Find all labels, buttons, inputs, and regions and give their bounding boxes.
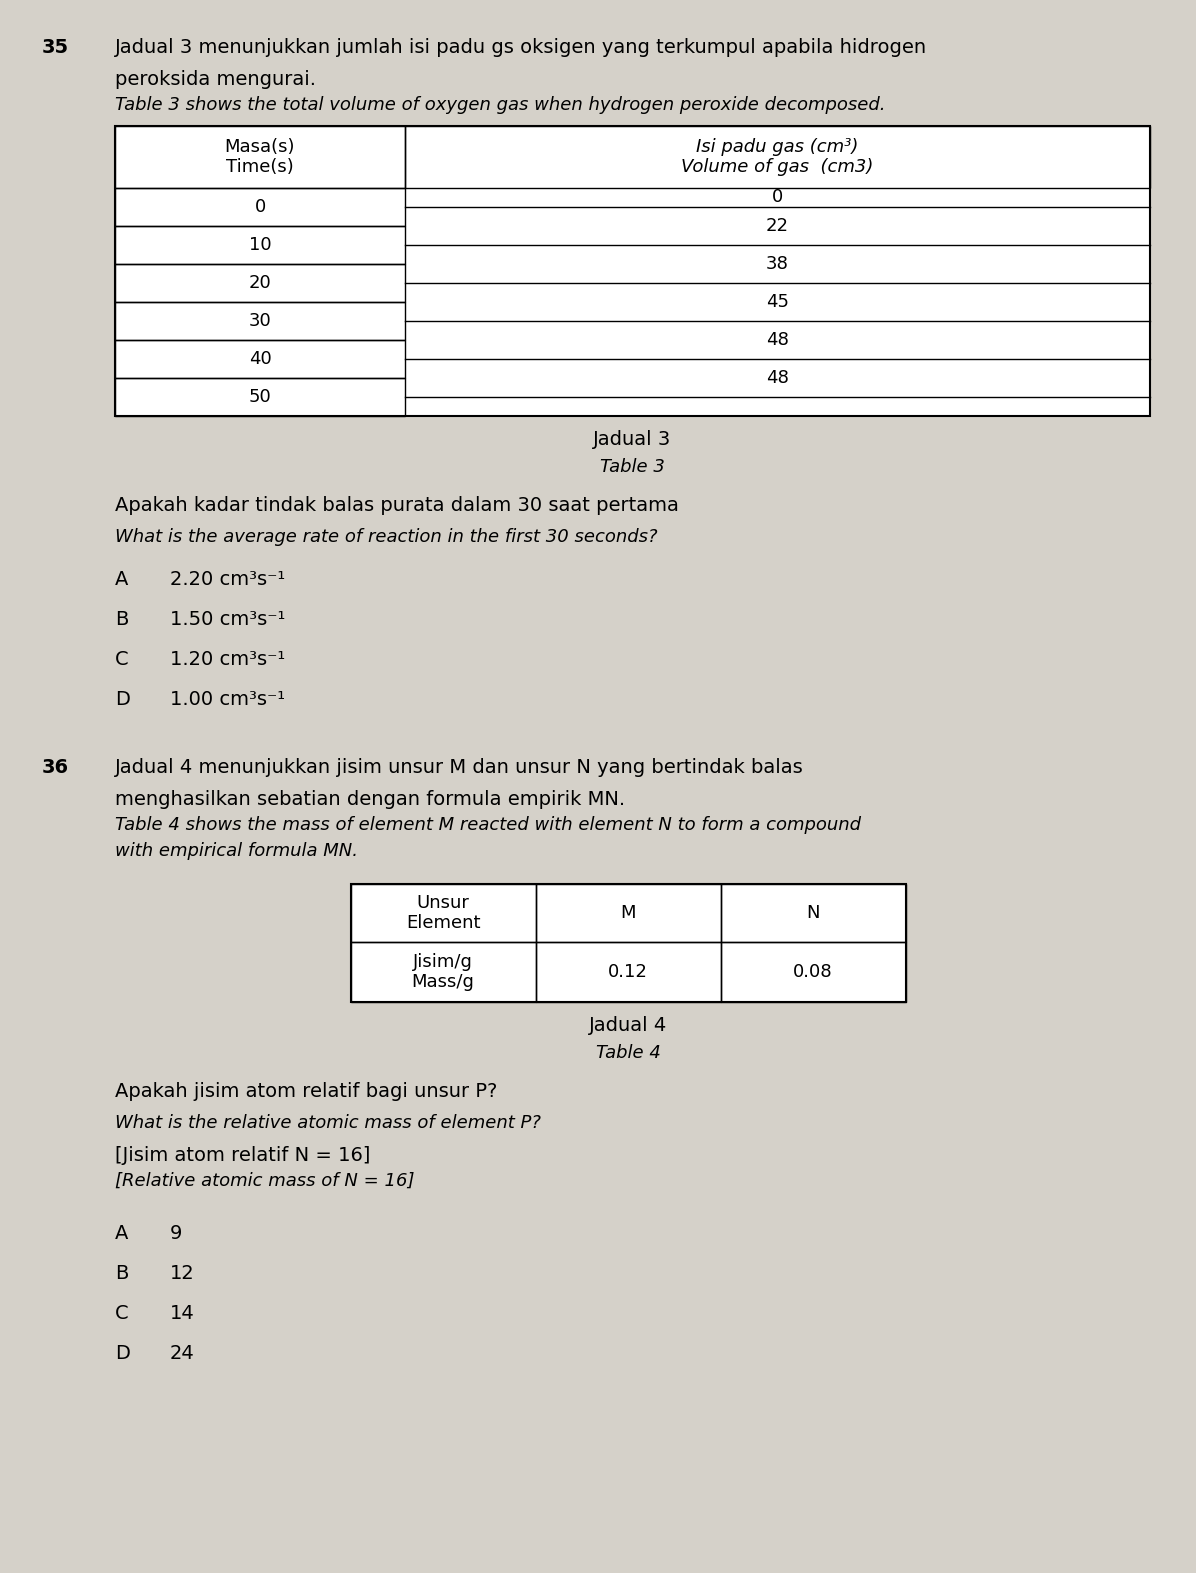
Text: D: D bbox=[115, 1343, 130, 1362]
Bar bbox=[405, 126, 1151, 189]
Text: Unsur
Element: Unsur Element bbox=[405, 893, 481, 933]
Text: menghasilkan sebatian dengan formula empirik MN.: menghasilkan sebatian dengan formula emp… bbox=[115, 790, 626, 809]
Text: 45: 45 bbox=[765, 293, 789, 311]
Text: 48: 48 bbox=[767, 370, 789, 387]
Text: [Jisim atom relatif N = 16]: [Jisim atom relatif N = 16] bbox=[115, 1147, 371, 1166]
Text: A: A bbox=[115, 569, 128, 588]
Text: 50: 50 bbox=[249, 389, 271, 406]
Text: N: N bbox=[806, 904, 819, 922]
Text: 22: 22 bbox=[765, 217, 789, 234]
Text: A: A bbox=[115, 1224, 128, 1243]
Bar bbox=[115, 378, 405, 415]
Bar bbox=[115, 227, 405, 264]
Text: 0.12: 0.12 bbox=[608, 963, 648, 982]
Text: 0: 0 bbox=[255, 198, 266, 216]
Text: 30: 30 bbox=[249, 311, 271, 330]
Text: What is the average rate of reaction in the first 30 seconds?: What is the average rate of reaction in … bbox=[115, 529, 658, 546]
Bar bbox=[350, 884, 536, 942]
Text: 38: 38 bbox=[767, 255, 789, 274]
Text: Jadual 3: Jadual 3 bbox=[593, 429, 672, 448]
Text: 10: 10 bbox=[249, 236, 271, 253]
Text: Jadual 4: Jadual 4 bbox=[588, 1016, 667, 1035]
Bar bbox=[720, 884, 905, 942]
Text: 9: 9 bbox=[170, 1224, 182, 1243]
Text: What is the relative atomic mass of element P?: What is the relative atomic mass of elem… bbox=[115, 1114, 541, 1133]
Text: M: M bbox=[621, 904, 636, 922]
Text: with empirical formula MN.: with empirical formula MN. bbox=[115, 842, 358, 860]
Text: 36: 36 bbox=[42, 758, 69, 777]
Text: [Relative atomic mass of N = 16]: [Relative atomic mass of N = 16] bbox=[115, 1172, 415, 1191]
Text: 48: 48 bbox=[767, 330, 789, 349]
Text: 24: 24 bbox=[170, 1343, 195, 1362]
Text: 14: 14 bbox=[170, 1304, 195, 1323]
Text: 2.20 cm³s⁻¹: 2.20 cm³s⁻¹ bbox=[170, 569, 286, 588]
Bar bbox=[536, 942, 720, 1002]
Bar bbox=[115, 340, 405, 378]
Text: D: D bbox=[115, 691, 130, 709]
Text: 40: 40 bbox=[249, 351, 271, 368]
Text: C: C bbox=[115, 650, 129, 669]
Text: 20: 20 bbox=[249, 274, 271, 293]
Text: Jadual 4 menunjukkan jisim unsur M dan unsur N yang bertindak balas: Jadual 4 menunjukkan jisim unsur M dan u… bbox=[115, 758, 804, 777]
Text: Table 3 shows the total volume of oxygen gas when hydrogen peroxide decomposed.: Table 3 shows the total volume of oxygen… bbox=[115, 96, 885, 113]
Text: Jisim/g
Mass/g: Jisim/g Mass/g bbox=[411, 953, 475, 991]
Text: Table 3: Table 3 bbox=[600, 458, 665, 477]
Bar bbox=[720, 942, 905, 1002]
Bar bbox=[350, 884, 905, 1002]
Text: Jadual 3 menunjukkan jumlah isi padu gs oksigen yang terkumpul apabila hidrogen: Jadual 3 menunjukkan jumlah isi padu gs … bbox=[115, 38, 927, 57]
Text: Isi padu gas (cm³)
Volume of gas  (cm3): Isi padu gas (cm³) Volume of gas (cm3) bbox=[682, 137, 874, 176]
Text: Apakah jisim atom relatif bagi unsur P?: Apakah jisim atom relatif bagi unsur P? bbox=[115, 1082, 498, 1101]
Text: 0.08: 0.08 bbox=[793, 963, 832, 982]
Bar bbox=[115, 302, 405, 340]
Bar bbox=[536, 884, 720, 942]
Bar bbox=[115, 189, 405, 227]
Text: Apakah kadar tindak balas purata dalam 30 saat pertama: Apakah kadar tindak balas purata dalam 3… bbox=[115, 495, 679, 514]
Text: 35: 35 bbox=[42, 38, 69, 57]
Bar bbox=[115, 126, 1151, 415]
Text: Table 4 shows the mass of element M reacted with element N to form a compound: Table 4 shows the mass of element M reac… bbox=[115, 816, 861, 834]
Text: B: B bbox=[115, 610, 128, 629]
Text: 12: 12 bbox=[170, 1265, 195, 1284]
Text: peroksida mengurai.: peroksida mengurai. bbox=[115, 71, 316, 90]
Bar bbox=[115, 264, 405, 302]
Text: 0: 0 bbox=[771, 189, 783, 206]
Bar bbox=[350, 942, 536, 1002]
Text: C: C bbox=[115, 1304, 129, 1323]
Text: Table 4: Table 4 bbox=[596, 1044, 660, 1062]
Text: B: B bbox=[115, 1265, 128, 1284]
Text: Masa(s)
Time(s): Masa(s) Time(s) bbox=[225, 137, 295, 176]
Bar bbox=[115, 126, 405, 189]
Text: 1.20 cm³s⁻¹: 1.20 cm³s⁻¹ bbox=[170, 650, 286, 669]
Text: 1.50 cm³s⁻¹: 1.50 cm³s⁻¹ bbox=[170, 610, 286, 629]
Text: 1.00 cm³s⁻¹: 1.00 cm³s⁻¹ bbox=[170, 691, 285, 709]
